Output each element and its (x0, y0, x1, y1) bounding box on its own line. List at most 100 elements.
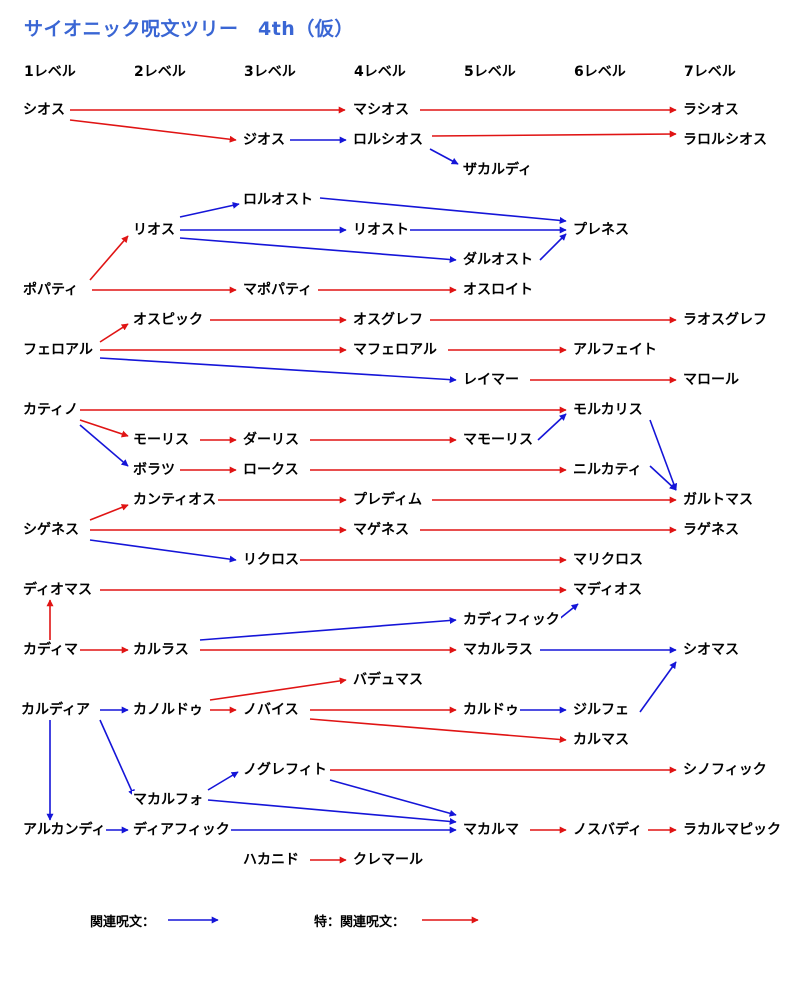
node-osupikku: オスピック (132, 311, 204, 329)
node-shigenesu: シゲネス (22, 521, 80, 539)
node-zakarudi: ザカルディ (462, 161, 534, 179)
node-kuremaru: クレマール (352, 851, 424, 869)
node-jirufe: ジルフェ (572, 701, 630, 719)
node-arukandi: アルカンディ (22, 821, 107, 839)
node-feroaru: フェロアル (22, 341, 94, 359)
edge-rorushiosu-zakarudi (429, 148, 459, 165)
node-riosuto: リオスト (352, 221, 410, 239)
node-nobaisu: ノバイス (242, 701, 300, 719)
node-maroru: マロール (682, 371, 740, 389)
node-mamorisu: マモーリス (462, 431, 534, 449)
node-karudia: カルディア (20, 701, 92, 719)
level-header-2: 2レベル (134, 64, 186, 80)
node-mashiosu: マシオス (352, 101, 410, 119)
node-nirukati: ニルカティ (572, 461, 643, 479)
node-riosu: リオス (132, 221, 176, 239)
node-darisu: ダーリス (242, 431, 300, 449)
node-badyumasu: バデュマス (352, 671, 424, 689)
level-header-7: 7レベル (684, 64, 736, 80)
node-karurasu: カルラス (132, 641, 190, 659)
level-header-1: 1レベル (24, 64, 76, 80)
edge-kadifikku-madiosu (557, 603, 579, 621)
edge-makarufo-noguerefito (207, 771, 239, 791)
edge-karudia-makarufo (99, 719, 135, 797)
edge-karurasu-kadifikku (199, 617, 457, 641)
edge-katino-boratsu (79, 424, 129, 467)
edge-popati-riosu (89, 235, 129, 281)
node-kantiosu: カンティオス (132, 491, 218, 509)
edge-morukarisu-garutomasu (649, 419, 678, 491)
node-magenesu: マゲネス (352, 521, 410, 539)
node-morukarisu: モルカリス (572, 401, 644, 419)
edge-katino-morisu (79, 419, 129, 438)
node-kadima: カディマ (22, 641, 80, 659)
node-raosugurefu: ラオスグレフ (682, 311, 768, 329)
level-header-3: 3レベル (244, 64, 296, 80)
legend-related-label: 関連呪文： (90, 915, 156, 930)
node-osuroito: オスロイト (462, 281, 534, 299)
node-morisu: モーリス (132, 431, 190, 449)
node-roruosuto: ロルオスト (242, 191, 314, 209)
edge-kanorudu-badyumasu (209, 677, 347, 701)
edge-makarufo-makaruma (207, 799, 457, 825)
edge-shigenesu-kantiosu (89, 504, 129, 521)
node-maferoaru: マフェロアル (352, 341, 438, 359)
node-mapopati: マポパティ (242, 281, 314, 299)
node-nosubadi: ノスバディ (572, 821, 644, 839)
node-garutomasu: ガルトマス (682, 491, 754, 509)
node-jiosu: ジオス (242, 131, 286, 149)
edge-daruosuto-purenesu (539, 233, 567, 261)
node-rokusu: ロークス (242, 461, 300, 479)
node-kanorudu: カノルドゥ (132, 701, 204, 719)
edge-rorushiosu-rarorushiosu (431, 130, 677, 138)
node-shiomasu: シオマス (682, 641, 740, 659)
edge-feroaru-reima (99, 357, 457, 384)
edge-nobaisu-karumasu (309, 718, 567, 743)
edge-jirufe-shiomasu (639, 661, 677, 713)
edge-roruosuto-purenesu (319, 197, 567, 224)
page-title: サイオニック呪文ツリー 4th（仮） (24, 18, 354, 40)
node-osugurefu: オスグレフ (352, 311, 424, 329)
node-madiosu: マディオス (572, 581, 644, 599)
level-header-6: 6レベル (574, 64, 626, 80)
node-karudu: カルドゥ (462, 701, 520, 719)
node-reima: レイマー (462, 371, 520, 389)
node-rorushiosu: ロルシオス (352, 131, 424, 149)
node-hakanido: ハカニド (242, 851, 300, 869)
node-marikurosu: マリクロス (572, 551, 644, 569)
node-shinofikku: シノフィック (682, 761, 768, 779)
node-purenesu: プレネス (572, 221, 630, 239)
edge-nirukati-garutomasu (649, 465, 677, 491)
node-rakarumapikku: ラカルマピック (682, 821, 782, 839)
edge-shigenesu-rikurosu (89, 539, 237, 563)
node-rarorushiosu: ラロルシオス (682, 131, 768, 149)
node-makaruma: マカルマ (462, 821, 520, 839)
node-makarufo: マカルフォ (132, 791, 204, 809)
node-diomasu: ディオマス (22, 581, 94, 599)
node-rashiosu: ラシオス (682, 101, 740, 119)
node-daruosuto: ダルオスト (462, 251, 534, 269)
node-kadifikku: カディフィック (462, 611, 561, 629)
node-arufeito: アルフェイト (572, 341, 658, 359)
edge-feroaru-osupikku (99, 323, 129, 343)
node-boratsu: ボラツ (132, 461, 176, 479)
level-header-4: 4レベル (354, 64, 406, 80)
node-makarurasu: マカルラス (462, 641, 534, 659)
edge-riosu-roruosuto (179, 201, 240, 218)
node-diafikku: ディアフィック (132, 821, 231, 839)
node-karumasu: カルマス (572, 731, 630, 749)
level-header-5: 5レベル (464, 64, 516, 80)
node-rikurosu: リクロス (242, 551, 300, 569)
edge-riosu-daruosuto (179, 237, 457, 263)
legend-special-label: 特：関連呪文： (314, 915, 406, 930)
node-shiosu: シオス (22, 101, 66, 119)
node-popati: ポパティ (22, 281, 80, 299)
edge-noguerefito-makaruma (329, 779, 457, 817)
edge-mamorisu-morukarisu (537, 413, 567, 441)
node-puredimu: プレディム (352, 491, 424, 509)
node-katino: カティノ (22, 401, 80, 419)
edge-shiosu-jiosu (69, 119, 237, 143)
edge-layer (46, 106, 678, 864)
